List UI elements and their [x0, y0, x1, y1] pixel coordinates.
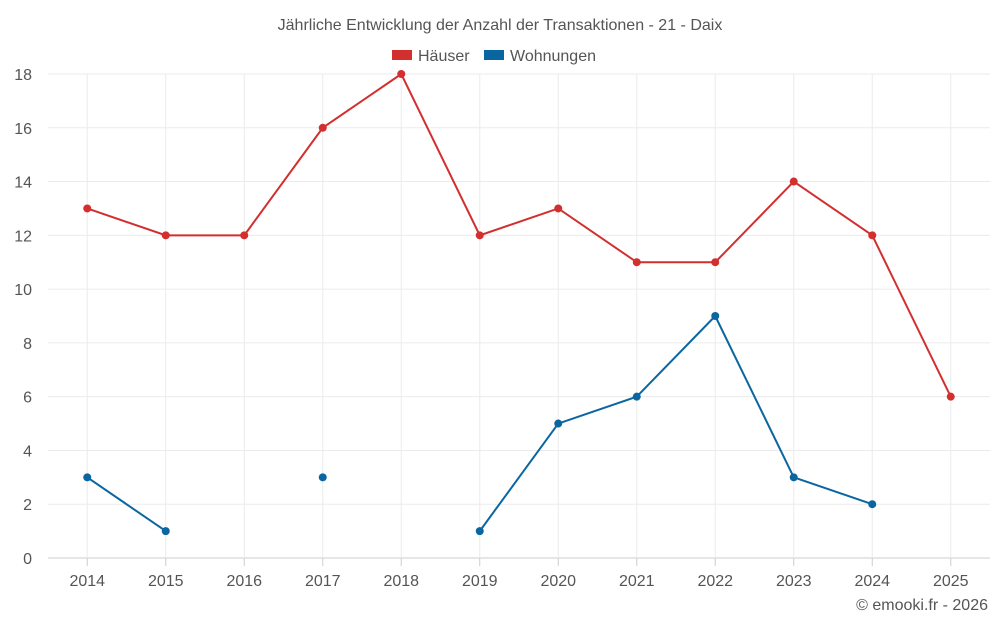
- legend-swatch-haeuser: [392, 50, 412, 60]
- x-tick-label: 2016: [226, 573, 262, 590]
- data-point-2015[interactable]: [161, 231, 170, 240]
- data-point-2016[interactable]: [240, 231, 249, 240]
- y-tick-label: 14: [14, 175, 32, 192]
- chart-title: Jährliche Entwicklung der Anzahl der Tra…: [278, 17, 723, 34]
- data-point-2023[interactable]: [789, 177, 798, 186]
- data-point-2021[interactable]: [632, 258, 641, 267]
- y-tick-label: 10: [14, 282, 32, 299]
- data-point-2019[interactable]: [475, 231, 484, 240]
- y-tick-label: 16: [14, 121, 32, 138]
- y-tick-label: 6: [23, 390, 32, 407]
- credit-text: © emooki.fr - 2026: [856, 597, 988, 614]
- data-point-2024[interactable]: [868, 231, 877, 240]
- x-tick-label: 2025: [933, 573, 969, 590]
- x-tick-label: 2023: [776, 573, 812, 590]
- series: [83, 70, 955, 536]
- data-point-2022[interactable]: [711, 258, 720, 267]
- data-point-2017[interactable]: [318, 473, 327, 482]
- series-wohnungen: [83, 312, 877, 536]
- legend-label-haeuser[interactable]: Häuser: [418, 48, 470, 65]
- y-axis-ticks: 0 2 4 6 8 10 12 14 16 18: [14, 67, 32, 568]
- data-point-2018[interactable]: [397, 70, 406, 78]
- x-tick-label: 2017: [305, 573, 341, 590]
- x-tick-label: 2024: [854, 573, 890, 590]
- x-tick-label: 2021: [619, 573, 655, 590]
- y-tick-label: 8: [23, 336, 32, 353]
- data-point-2023[interactable]: [789, 473, 798, 482]
- legend: Häuser Wohnungen: [392, 48, 596, 65]
- x-tick-label: 2014: [69, 573, 105, 590]
- data-point-2025[interactable]: [946, 392, 955, 401]
- grid: [48, 73, 990, 559]
- y-tick-label: 12: [14, 228, 32, 245]
- series-haeuser: [83, 70, 955, 401]
- data-point-2020[interactable]: [554, 419, 563, 428]
- y-tick-label: 18: [14, 67, 32, 84]
- data-point-2020[interactable]: [554, 204, 563, 213]
- x-tick-label: 2020: [540, 573, 576, 590]
- x-axis-ticks: 2014 2015 2016 2017 2018 2019 2020 2021 2022 2023…: [69, 558, 969, 590]
- data-point-2014[interactable]: [83, 204, 92, 213]
- x-tick-label: 2015: [148, 573, 184, 590]
- y-tick-label: 2: [23, 497, 32, 514]
- data-point-2017[interactable]: [318, 123, 327, 132]
- data-point-2015[interactable]: [161, 527, 170, 536]
- series-line: [86, 72, 952, 398]
- x-tick-label: 2022: [697, 573, 733, 590]
- legend-label-wohnungen[interactable]: Wohnungen: [510, 48, 596, 65]
- series-line: [86, 476, 167, 532]
- y-tick-label: 0: [23, 551, 32, 568]
- x-tick-label: 2018: [383, 573, 419, 590]
- data-point-2022[interactable]: [711, 312, 720, 320]
- data-point-2021[interactable]: [632, 392, 641, 401]
- series-line: [478, 314, 873, 532]
- y-tick-label: 4: [23, 443, 32, 460]
- data-point-2019[interactable]: [475, 527, 484, 536]
- data-point-2024[interactable]: [868, 500, 877, 509]
- data-point-2014[interactable]: [83, 473, 92, 482]
- x-tick-label: 2019: [462, 573, 498, 590]
- legend-swatch-wohnungen: [484, 50, 504, 60]
